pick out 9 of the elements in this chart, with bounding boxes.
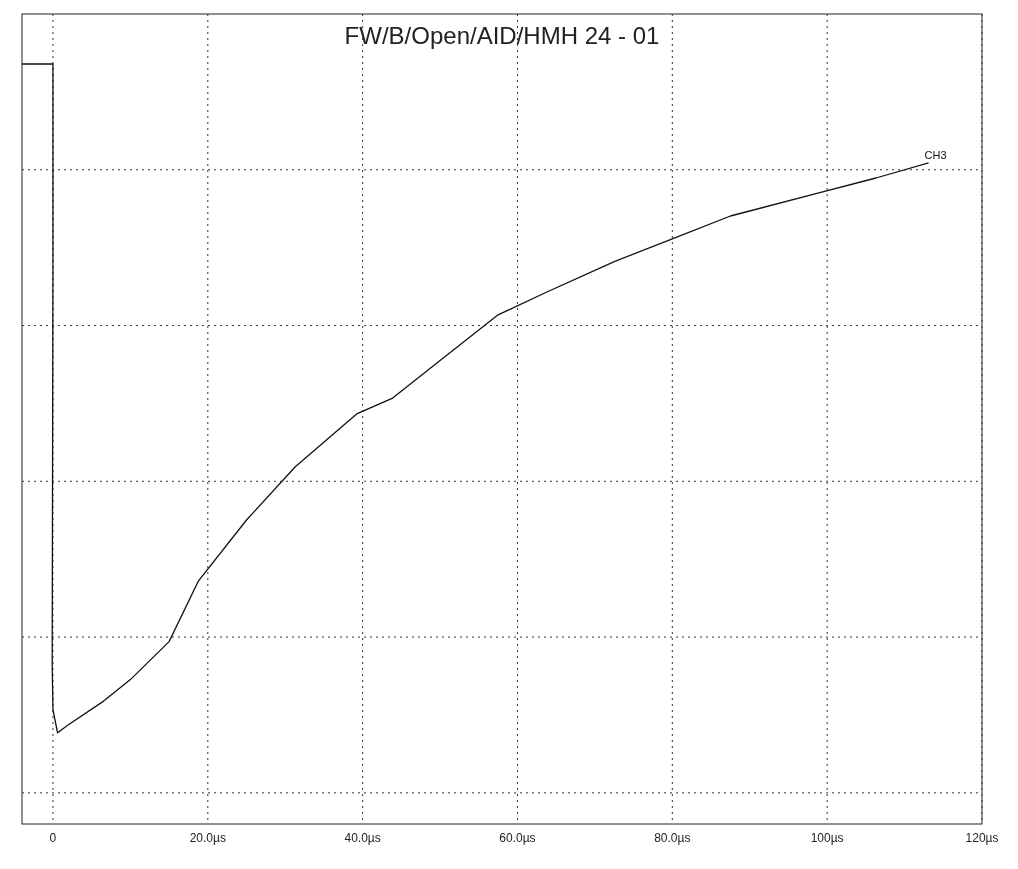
series-label: CH3 [924,148,947,161]
x-tick-label: 100µs [810,831,844,845]
x-tick-label: 120µs [965,831,999,845]
x-tick-label: 40.0µs [344,831,381,845]
chart-title: FW/B/Open/AID/HMH 24 - 01 [344,22,660,49]
x-tick-label: 20.0µs [189,831,226,845]
x-tick-label: 80.0µs [654,831,691,845]
x-tick-label: 60.0µs [499,831,536,845]
x-tick-label: 0 [49,831,57,845]
